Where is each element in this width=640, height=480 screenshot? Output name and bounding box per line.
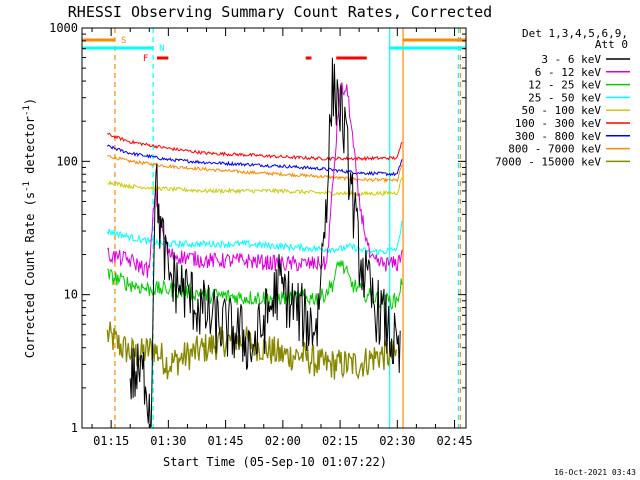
x-tick-label: 02:30 [379, 434, 415, 448]
legend-label: 7000 - 15000 keV [495, 155, 601, 168]
y-axis-label-sup2: -1 [22, 105, 32, 116]
series-line-6 [106, 144, 403, 177]
series-line-3 [106, 220, 403, 256]
y-tick-label: 1 [71, 421, 78, 435]
legend-header: Att 0 [595, 38, 628, 51]
legend-label: 3 - 6 keV [541, 53, 601, 66]
saa-flag-label: S [121, 36, 126, 46]
series-line-8 [106, 321, 398, 380]
legend-label: 25 - 50 keV [528, 91, 601, 104]
x-axis-label: Start Time (05-Sep-10 01:07:22) [163, 455, 387, 469]
series-layer [106, 57, 403, 428]
flare-flag-label: F [143, 54, 148, 64]
legend-label: 300 - 800 keV [515, 130, 601, 143]
axis-ticks: 01:15 01:30 01:45 02:00 02:15 02:30 02:45 1 10 10… [49, 21, 473, 448]
x-tick-label: 01:15 [93, 434, 129, 448]
series-line-2 [106, 260, 403, 310]
series-line-0 [129, 57, 401, 428]
timestamp: 16-Oct-2021 03:43 [554, 468, 636, 477]
legend-label: 100 - 300 keV [515, 117, 601, 130]
series-line-5 [107, 132, 403, 162]
legend-header: Det 1,3,4,5,6,9, [522, 27, 628, 40]
legend-label: 6 - 12 keV [535, 66, 602, 79]
x-tick-label: 02:45 [436, 434, 472, 448]
plot-frame [81, 27, 467, 429]
y-tick-label: 1000 [49, 21, 78, 35]
x-tick-label: 01:30 [150, 434, 186, 448]
chart-title: RHESSI Observing Summary Count Rates, Co… [68, 3, 492, 21]
legend-label: 800 - 7000 keV [508, 143, 601, 156]
x-tick-label: 02:15 [322, 434, 358, 448]
y-axis-label-main: Corrected Count Rate (s [23, 192, 37, 358]
night-flag-label: N [159, 44, 164, 54]
legend-label: 50 - 100 keV [522, 104, 602, 117]
x-tick-label: 01:45 [208, 434, 244, 448]
y-axis-label-sup1: -1 [22, 181, 32, 192]
y-axis-label-mid: detector [23, 116, 37, 181]
y-tick-label: 100 [56, 154, 78, 168]
y-tick-label: 10 [64, 288, 78, 302]
y-axis-label-end: ) [23, 98, 37, 105]
legend-label: 12 - 25 keV [528, 79, 601, 92]
series-line-1 [106, 82, 403, 278]
x-tick-label: 02:00 [265, 434, 301, 448]
annotation-layer: S N F [82, 28, 466, 428]
y-axis-label: Corrected Count Rate (s-1 detector-1) [22, 98, 37, 358]
